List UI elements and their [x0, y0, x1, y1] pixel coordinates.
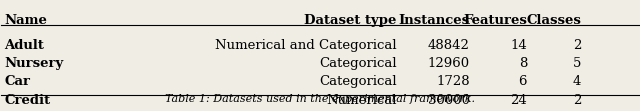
Text: Credit: Credit [4, 94, 51, 107]
Text: Features: Features [463, 14, 527, 27]
Text: Numerical: Numerical [326, 94, 396, 107]
Text: 24: 24 [510, 94, 527, 107]
Text: Nursery: Nursery [4, 57, 64, 70]
Text: Categorical: Categorical [319, 75, 396, 88]
Text: 12960: 12960 [428, 57, 470, 70]
Text: Car: Car [4, 75, 31, 88]
Text: 48842: 48842 [428, 39, 470, 52]
Text: 4: 4 [573, 75, 581, 88]
Text: Numerical and Categorical: Numerical and Categorical [215, 39, 396, 52]
Text: Adult: Adult [4, 39, 44, 52]
Text: Dataset type: Dataset type [304, 14, 396, 27]
Text: 5: 5 [573, 57, 581, 70]
Text: 2: 2 [573, 94, 581, 107]
Text: 8: 8 [519, 57, 527, 70]
Text: 1728: 1728 [436, 75, 470, 88]
Text: 6: 6 [518, 75, 527, 88]
Text: Name: Name [4, 14, 47, 27]
Text: 14: 14 [510, 39, 527, 52]
Text: Classes: Classes [526, 14, 581, 27]
Text: Categorical: Categorical [319, 57, 396, 70]
Text: 30000: 30000 [428, 94, 470, 107]
Text: 2: 2 [573, 39, 581, 52]
Text: Table 1: Datasets used in the experimental framework.: Table 1: Datasets used in the experiment… [165, 94, 475, 104]
Text: Instances: Instances [399, 14, 470, 27]
